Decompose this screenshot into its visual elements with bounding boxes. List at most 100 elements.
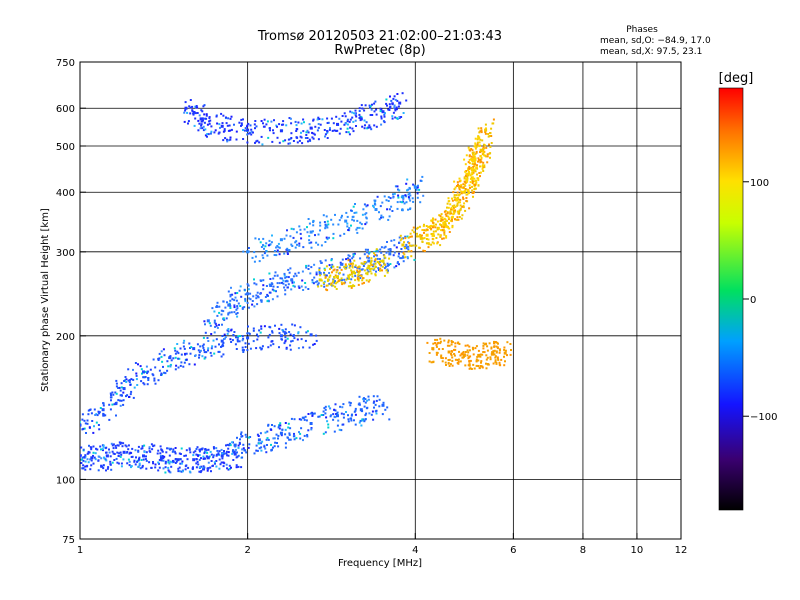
echo-point [385, 251, 388, 254]
echo-point [402, 260, 405, 263]
echo-point [289, 267, 292, 270]
echo-point [312, 119, 315, 122]
echo-point [293, 418, 296, 421]
echo-point [272, 343, 275, 346]
echo-point [328, 272, 331, 274]
echo-point [332, 269, 335, 272]
echo-point [270, 241, 273, 244]
echo-point [133, 460, 136, 463]
echo-point [256, 333, 258, 336]
echo-point [121, 394, 123, 397]
echo-point [205, 449, 208, 452]
echo-point [80, 421, 81, 424]
echo-point [204, 323, 206, 326]
echo-point [302, 416, 305, 419]
echo-point [465, 172, 468, 175]
echo-point [360, 275, 363, 278]
echo-point [278, 327, 281, 330]
echo-point [330, 266, 333, 269]
echo-point [252, 131, 254, 134]
echo-point [222, 139, 225, 142]
echo-point [397, 188, 399, 191]
echo-point [344, 115, 347, 118]
echo-point [105, 451, 108, 454]
echo-point [238, 441, 241, 444]
echo-point [324, 227, 327, 230]
echo-point [135, 374, 138, 377]
echo-point [446, 211, 449, 214]
echo-point [310, 428, 313, 431]
echo-point [216, 122, 219, 125]
echo-point [339, 263, 342, 266]
echo-point [178, 452, 181, 455]
echo-point [196, 461, 199, 463]
echo-point [350, 273, 353, 276]
echo-point [349, 126, 352, 129]
echo-point [324, 276, 327, 279]
echo-point [353, 419, 355, 422]
echo-point [484, 132, 487, 135]
echo-point [495, 362, 498, 365]
echo-point [396, 185, 399, 188]
echo-point [447, 206, 450, 209]
echo-point [282, 330, 285, 333]
echo-point [393, 95, 396, 98]
echo-point [290, 122, 293, 125]
trace-point [352, 270, 356, 274]
echo-point [350, 262, 353, 265]
echo-point [404, 235, 407, 238]
echo-point [312, 224, 315, 227]
echo-point [471, 189, 474, 192]
echo-point [367, 398, 370, 401]
echo-point [477, 349, 480, 352]
echo-point [482, 351, 485, 353]
echo-point [393, 266, 396, 269]
echo-point [221, 452, 224, 455]
echo-point [345, 278, 348, 281]
echo-point [116, 461, 119, 464]
echo-point [162, 365, 164, 368]
echo-point [464, 170, 467, 173]
echo-point [210, 453, 213, 456]
echo-point [207, 349, 209, 352]
echo-point [237, 444, 240, 447]
echo-point [439, 215, 442, 218]
echo-point [375, 113, 378, 116]
echo-point [226, 124, 229, 127]
echo-point [97, 424, 100, 426]
echo-point [357, 283, 360, 286]
echo-point [229, 338, 232, 341]
echo-point [255, 347, 258, 350]
echo-point [289, 427, 292, 430]
echo-point [157, 469, 160, 472]
echo-point [151, 373, 154, 376]
echo-point [370, 108, 373, 111]
echo-point [412, 200, 415, 203]
echo-point [198, 114, 201, 117]
echo-point [489, 156, 491, 159]
echo-point [315, 334, 318, 337]
echo-point [298, 242, 301, 245]
echo-point [284, 293, 287, 296]
echo-point [400, 237, 403, 240]
echo-point [352, 262, 354, 265]
echo-point [454, 209, 456, 212]
echo-point [202, 467, 204, 470]
echo-point [87, 413, 90, 416]
echo-point [348, 133, 351, 136]
echo-point [349, 118, 352, 121]
echo-point [219, 463, 222, 466]
echo-point [223, 333, 226, 336]
echo-point [485, 354, 488, 357]
echo-point [472, 167, 475, 170]
echo-point [293, 432, 295, 435]
echo-point [138, 464, 141, 467]
echo-point [259, 346, 262, 349]
echo-point [224, 336, 227, 338]
echo-point [237, 465, 240, 468]
echo-point [398, 263, 400, 266]
echo-point [376, 257, 379, 260]
echo-point [160, 355, 163, 358]
echo-point [172, 448, 175, 451]
echo-point [324, 405, 327, 408]
